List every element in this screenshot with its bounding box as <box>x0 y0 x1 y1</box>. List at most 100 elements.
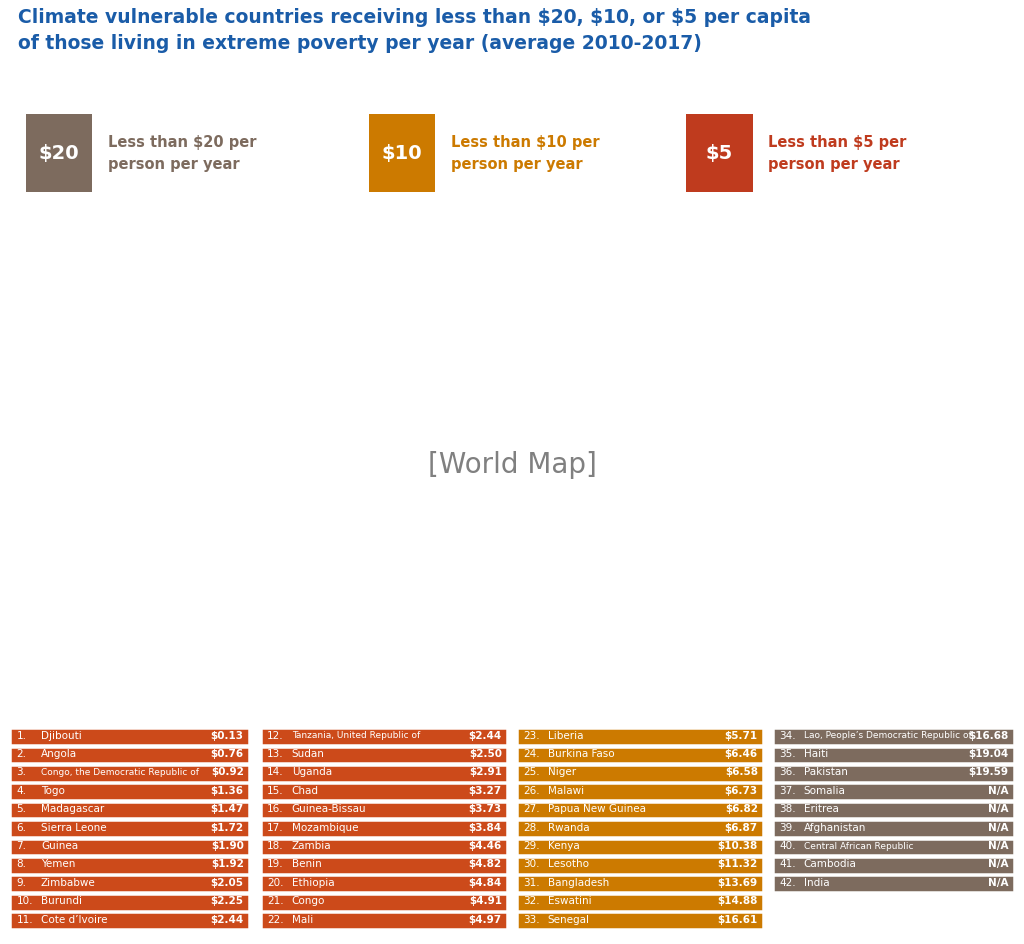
Text: N/A: N/A <box>988 859 1009 869</box>
FancyBboxPatch shape <box>517 894 763 911</box>
FancyBboxPatch shape <box>10 765 249 782</box>
Text: Eswatini: Eswatini <box>548 896 592 906</box>
Text: $6.73: $6.73 <box>725 785 758 796</box>
Text: 37.: 37. <box>779 785 796 796</box>
FancyBboxPatch shape <box>773 838 1014 855</box>
Text: $16.61: $16.61 <box>718 915 758 925</box>
Text: 42.: 42. <box>779 878 796 888</box>
FancyBboxPatch shape <box>517 875 763 892</box>
Text: Togo: Togo <box>41 785 65 796</box>
Text: Liberia: Liberia <box>548 731 584 741</box>
Text: $4.46: $4.46 <box>469 841 502 851</box>
Text: 28.: 28. <box>523 822 540 833</box>
Text: Less than $5 per
person per year: Less than $5 per person per year <box>768 135 906 172</box>
FancyBboxPatch shape <box>773 820 1014 836</box>
Text: $2.50: $2.50 <box>469 749 502 759</box>
FancyBboxPatch shape <box>261 784 507 800</box>
Text: Papua New Guinea: Papua New Guinea <box>548 804 646 815</box>
Text: 9.: 9. <box>16 878 27 888</box>
FancyBboxPatch shape <box>773 875 1014 892</box>
Text: 17.: 17. <box>267 822 284 833</box>
FancyBboxPatch shape <box>10 875 249 892</box>
Text: Senegal: Senegal <box>548 915 590 925</box>
FancyBboxPatch shape <box>517 728 763 745</box>
FancyBboxPatch shape <box>773 801 1014 818</box>
Text: Less than $10 per
person per year: Less than $10 per person per year <box>451 135 599 172</box>
Text: Sierra Leone: Sierra Leone <box>41 822 106 833</box>
Text: $5: $5 <box>706 143 733 163</box>
FancyBboxPatch shape <box>686 114 753 193</box>
Text: Afghanistan: Afghanistan <box>804 822 866 833</box>
Text: $4.82: $4.82 <box>469 859 502 869</box>
FancyBboxPatch shape <box>26 114 92 193</box>
Text: Climate vulnerable countries receiving less than $20, $10, or $5 per capita
of t: Climate vulnerable countries receiving l… <box>18 8 811 54</box>
Text: 25.: 25. <box>523 767 540 778</box>
Text: 13.: 13. <box>267 749 284 759</box>
Text: $6.82: $6.82 <box>725 804 758 815</box>
Text: Congo, the Democratic Republic of: Congo, the Democratic Republic of <box>41 767 199 777</box>
Text: 30.: 30. <box>523 859 540 869</box>
Text: 27.: 27. <box>523 804 540 815</box>
Text: $2.44: $2.44 <box>469 731 502 741</box>
Text: Uganda: Uganda <box>292 767 332 778</box>
Text: Eritrea: Eritrea <box>804 804 839 815</box>
Text: Angola: Angola <box>41 749 77 759</box>
Text: 40.: 40. <box>779 841 796 851</box>
Text: Pakistan: Pakistan <box>804 767 848 778</box>
Text: 16.: 16. <box>267 804 284 815</box>
Text: Tanzania, United Republic of: Tanzania, United Republic of <box>292 731 420 740</box>
Text: N/A: N/A <box>988 822 1009 833</box>
Text: $14.88: $14.88 <box>718 896 758 906</box>
FancyBboxPatch shape <box>517 857 763 874</box>
Text: Central African Republic: Central African Republic <box>804 841 913 851</box>
Text: 31.: 31. <box>523 878 540 888</box>
Text: Madagascar: Madagascar <box>41 804 104 815</box>
FancyBboxPatch shape <box>773 765 1014 782</box>
Text: 24.: 24. <box>523 749 540 759</box>
Text: $3.73: $3.73 <box>469 804 502 815</box>
Text: $1.90: $1.90 <box>211 841 244 851</box>
Text: $1.47: $1.47 <box>211 804 244 815</box>
Text: 35.: 35. <box>779 749 796 759</box>
FancyBboxPatch shape <box>10 894 249 911</box>
Text: 26.: 26. <box>523 785 540 796</box>
Text: Niger: Niger <box>548 767 575 778</box>
Text: 38.: 38. <box>779 804 796 815</box>
Text: Djibouti: Djibouti <box>41 731 82 741</box>
Text: $3.27: $3.27 <box>469 785 502 796</box>
Text: $0.76: $0.76 <box>211 749 244 759</box>
FancyBboxPatch shape <box>517 747 763 763</box>
FancyBboxPatch shape <box>517 820 763 836</box>
FancyBboxPatch shape <box>369 114 435 193</box>
Text: Burundi: Burundi <box>41 896 82 906</box>
Text: $2.44: $2.44 <box>211 915 244 925</box>
Text: Burkina Faso: Burkina Faso <box>548 749 614 759</box>
Text: Benin: Benin <box>292 859 322 869</box>
FancyBboxPatch shape <box>10 728 249 745</box>
FancyBboxPatch shape <box>261 894 507 911</box>
Text: 29.: 29. <box>523 841 540 851</box>
Text: $2.25: $2.25 <box>211 896 244 906</box>
Text: 1.: 1. <box>16 731 27 741</box>
FancyBboxPatch shape <box>773 728 1014 745</box>
Text: 22.: 22. <box>267 915 284 925</box>
Text: $2.05: $2.05 <box>211 878 244 888</box>
Text: $3.84: $3.84 <box>469 822 502 833</box>
Text: Mozambique: Mozambique <box>292 822 358 833</box>
Text: $4.91: $4.91 <box>469 896 502 906</box>
Text: Yemen: Yemen <box>41 859 76 869</box>
Text: $2.91: $2.91 <box>469 767 502 778</box>
Text: 39.: 39. <box>779 822 796 833</box>
FancyBboxPatch shape <box>517 784 763 800</box>
Text: $0.13: $0.13 <box>211 731 244 741</box>
FancyBboxPatch shape <box>10 747 249 763</box>
Text: N/A: N/A <box>988 804 1009 815</box>
Text: $10.38: $10.38 <box>718 841 758 851</box>
FancyBboxPatch shape <box>261 747 507 763</box>
Text: 20.: 20. <box>267 878 284 888</box>
Text: Sudan: Sudan <box>292 749 325 759</box>
Text: 15.: 15. <box>267 785 284 796</box>
FancyBboxPatch shape <box>773 857 1014 874</box>
Text: India: India <box>804 878 829 888</box>
Text: $5.71: $5.71 <box>725 731 758 741</box>
